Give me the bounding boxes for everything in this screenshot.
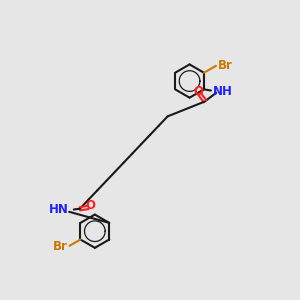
Text: HN: HN [49, 203, 69, 216]
Text: O: O [193, 85, 203, 98]
Text: Br: Br [52, 240, 67, 254]
Text: Br: Br [218, 59, 233, 72]
Text: NH: NH [212, 85, 232, 98]
Text: O: O [85, 199, 95, 212]
